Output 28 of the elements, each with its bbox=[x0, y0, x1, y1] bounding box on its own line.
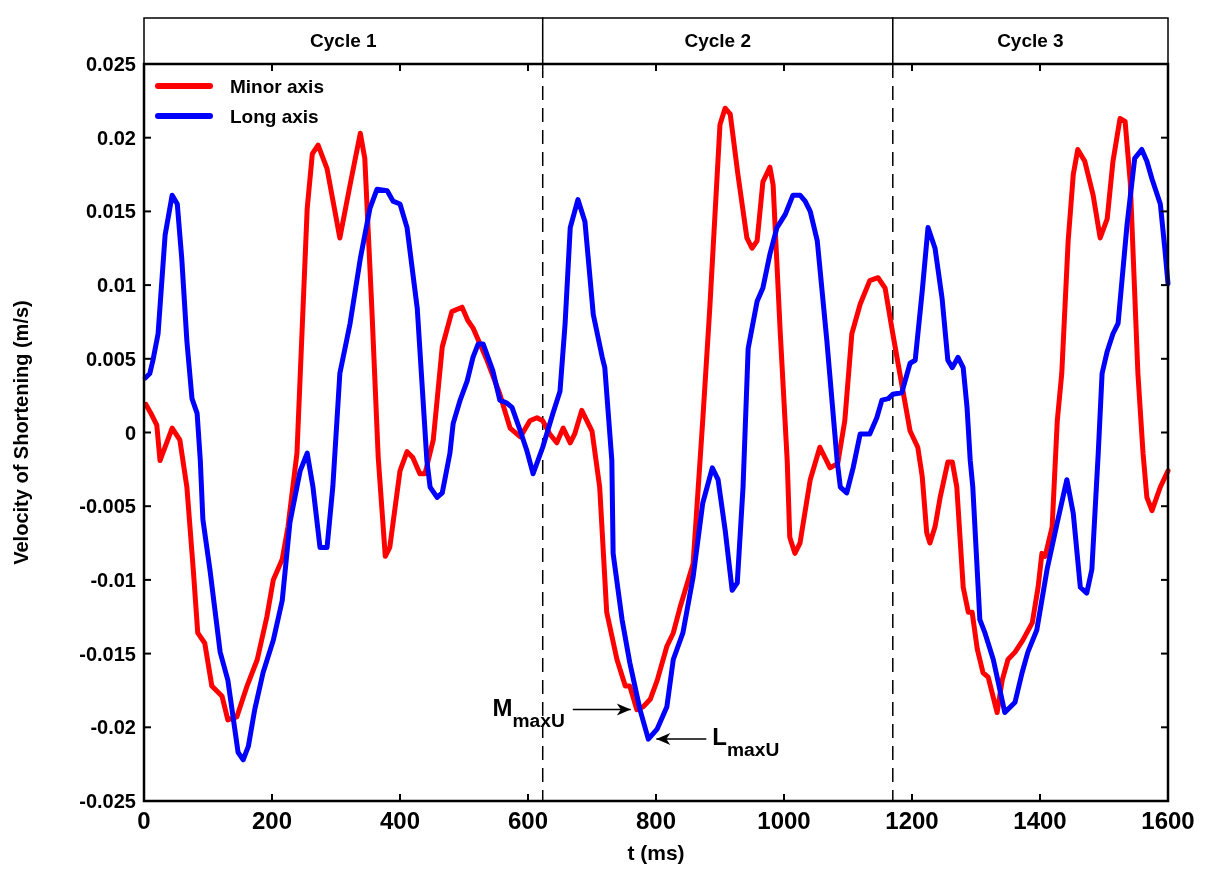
y-tick-label: 0 bbox=[124, 421, 136, 444]
y-axis-title: Velocity of Shortening (m/s) bbox=[10, 300, 32, 565]
annotation: L$_{maxU}$ bbox=[712, 723, 780, 760]
y-tick-label: -0.025 bbox=[79, 790, 136, 812]
text: Cycle 1 bbox=[310, 30, 378, 51]
text: Cycle 3 bbox=[997, 30, 1064, 51]
x-tick-label: 1200 bbox=[885, 807, 939, 834]
y-tick-label: 0.015 bbox=[85, 200, 136, 223]
x-tick-label: 1600 bbox=[1141, 807, 1195, 834]
x-tick-label: 1000 bbox=[757, 807, 811, 834]
y-tick-label: 0.025 bbox=[85, 53, 136, 75]
y-tick-label: -0.02 bbox=[90, 716, 136, 739]
x-tick-label: 200 bbox=[251, 807, 293, 834]
legend-label: Long axis bbox=[230, 106, 319, 127]
x-tick-label: 800 bbox=[635, 807, 677, 834]
x-tick-label: 400 bbox=[379, 807, 421, 834]
y-tick-label: -0.015 bbox=[79, 642, 136, 665]
y-tick-label: -0.01 bbox=[90, 568, 136, 591]
x-tick-label: 600 bbox=[507, 807, 549, 834]
text: Cycle 2 bbox=[684, 30, 752, 51]
y-tick-label: 0.02 bbox=[97, 126, 136, 149]
x-tick-label: 1400 bbox=[1013, 807, 1067, 834]
legend-label: Minor axis bbox=[230, 76, 324, 97]
y-tick-label: 0.01 bbox=[97, 274, 136, 297]
x-axis-title: t (ms) bbox=[627, 841, 685, 864]
y-tick-label: -0.005 bbox=[79, 495, 136, 518]
y-tick-label: 0.005 bbox=[85, 347, 136, 370]
annotation: M$_{maxU}$ bbox=[492, 693, 565, 731]
